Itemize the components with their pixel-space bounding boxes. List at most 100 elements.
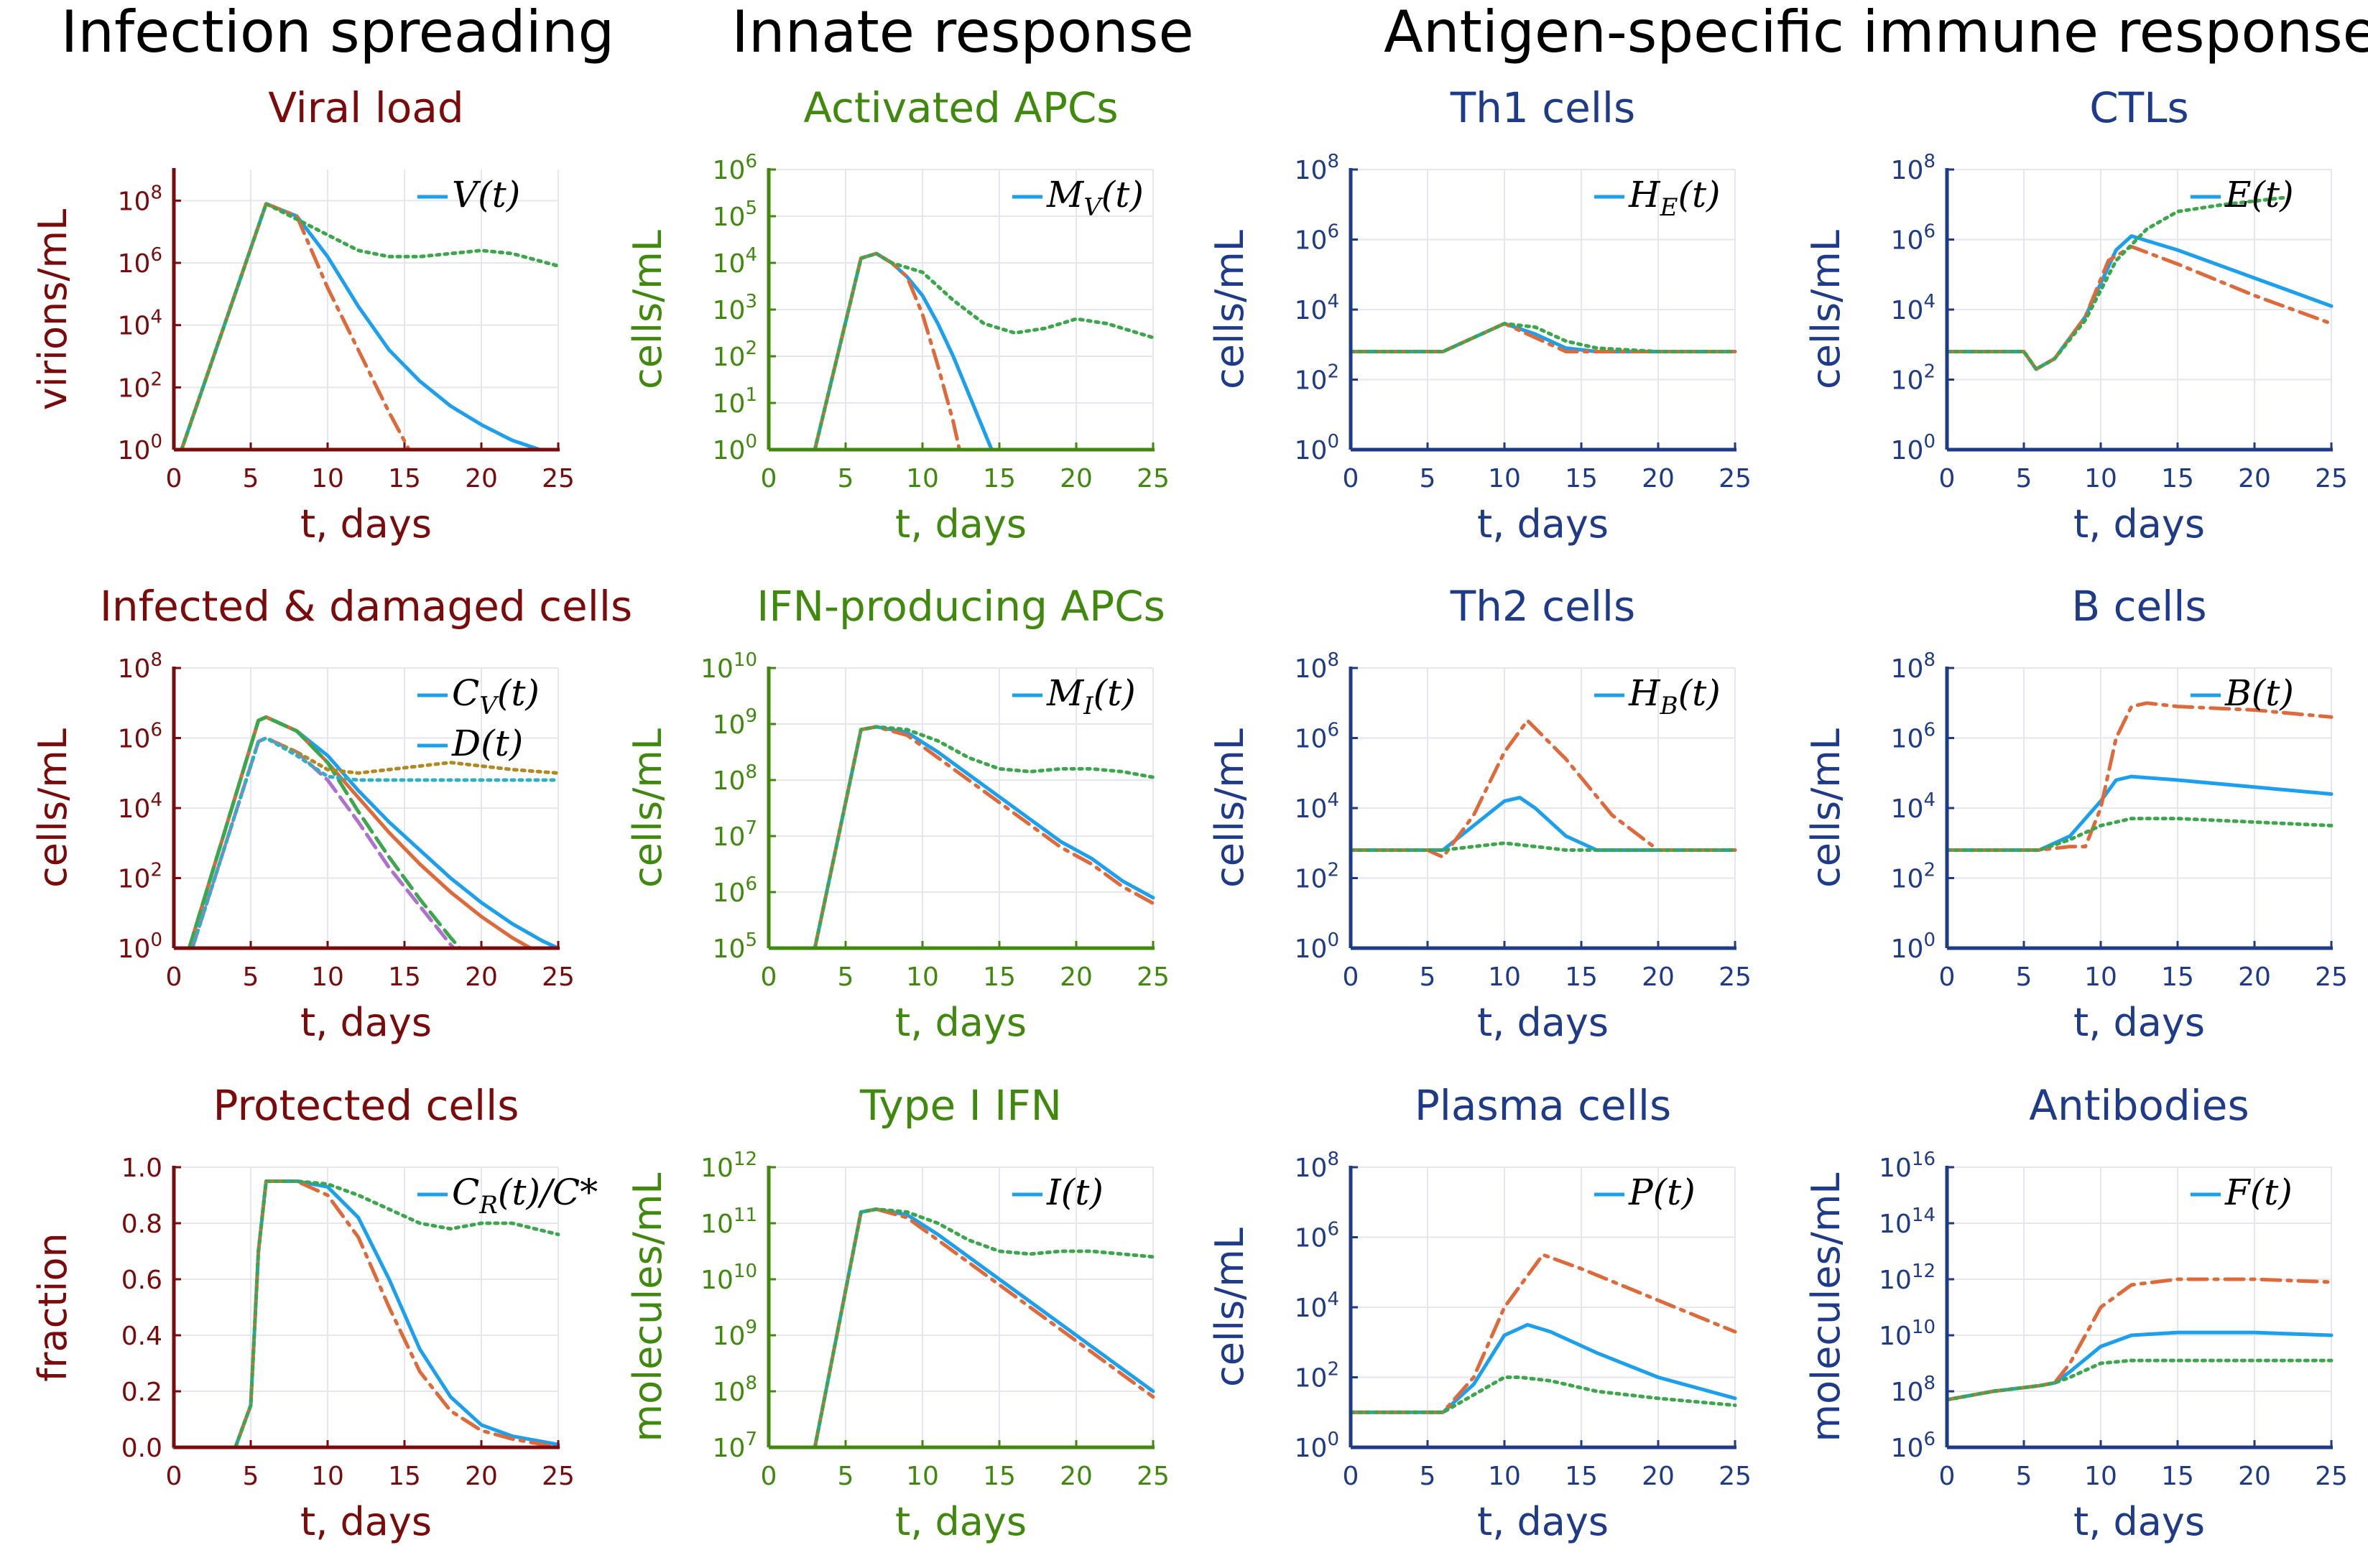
series-line [172, 1179, 560, 1449]
y-tick-label: 0.8 [121, 1210, 162, 1239]
y-axis-label: cells/mL [1803, 230, 1849, 389]
panel-5: 0 5 10 15 20 25 100 102 104 106 108 Infected & dama… [30, 582, 632, 1045]
legend-label: HB(t) [1628, 672, 1721, 720]
y-tick-label: 102 [1891, 361, 1935, 396]
panel-title: IFN-producing APCs [757, 582, 1165, 631]
y-tick-label: 106 [1891, 221, 1935, 256]
x-axis-label: t, days [2073, 1499, 2205, 1544]
legend-label: I(t) [1046, 1172, 1104, 1213]
y-tick-label: 103 [713, 291, 757, 325]
x-tick-label: 5 [243, 1462, 259, 1491]
panel-9: 0 5 10 15 20 25 0.0 0.2 0.4 0.6 0.8 1.0 Protected ce… [30, 1081, 598, 1544]
panel-title: CTLs [2089, 83, 2188, 132]
y-tick-label: 105 [713, 929, 757, 964]
x-axis-label: t, days [2073, 501, 2205, 547]
x-tick-label: 5 [243, 962, 259, 992]
panel-6: 0 5 10 15 20 25 105 106 107 108 109 1010IFN-produci… [625, 582, 1170, 1045]
legend-label: V(t) [452, 174, 520, 215]
y-tick-label: 108 [1891, 1373, 1935, 1407]
panel-title: Th2 cells [1450, 582, 1636, 631]
x-tick-label: 10 [906, 1462, 939, 1491]
y-tick-label: 106 [1295, 720, 1339, 754]
y-tick-label: 106 [1891, 720, 1935, 754]
x-tick-label: 20 [465, 962, 498, 992]
y-tick-label: 108 [1295, 649, 1339, 684]
x-axis-label: t, days [1477, 1000, 1609, 1045]
y-axis-label: cells/mL [1207, 1228, 1252, 1387]
y-tick-label: 108 [1891, 151, 1935, 185]
y-tick-label: 1010 [1879, 1317, 1935, 1351]
x-tick-label: 15 [2161, 464, 2194, 493]
x-tick-label: 0 [761, 1462, 777, 1491]
series-line [813, 251, 1155, 452]
y-tick-label: 105 [713, 198, 757, 232]
y-tick-label: 0.4 [121, 1322, 162, 1351]
x-tick-label: 5 [1420, 962, 1436, 992]
panel-title: Infected & damaged cells [100, 582, 632, 631]
y-tick-label: 102 [1295, 1359, 1339, 1393]
x-tick-label: 5 [2016, 464, 2032, 493]
series-line [187, 715, 462, 950]
y-tick-label: 1012 [1879, 1261, 1935, 1295]
y-tick-label: 0.6 [121, 1266, 162, 1295]
x-axis-label: t, days [1477, 501, 1609, 547]
series-line [1945, 195, 2288, 371]
y-tick-label: 109 [713, 1317, 757, 1351]
y-tick-label: 100 [118, 929, 162, 964]
x-tick-label: 0 [1343, 962, 1359, 992]
x-tick-label: 5 [838, 464, 854, 493]
x-tick-label: 15 [983, 464, 1016, 493]
x-tick-label: 15 [388, 962, 421, 992]
y-tick-label: 108 [1891, 649, 1935, 684]
y-tick-label: 101 [713, 384, 757, 419]
x-tick-label: 15 [983, 1462, 1016, 1491]
y-tick-label: 1.0 [121, 1154, 162, 1183]
y-axis-label: cells/mL [1207, 728, 1252, 888]
x-tick-label: 25 [1137, 962, 1170, 992]
x-tick-label: 15 [1565, 464, 1598, 493]
x-tick-label: 25 [542, 1462, 575, 1491]
x-tick-label: 25 [1719, 1462, 1752, 1491]
y-tick-label: 104 [713, 244, 757, 279]
y-tick-label: 106 [1891, 1429, 1935, 1463]
x-tick-label: 15 [388, 1462, 421, 1491]
x-axis-label: t, days [300, 501, 432, 547]
y-axis-label: virions/mL [30, 209, 75, 410]
y-tick-label: 1016 [1879, 1149, 1935, 1183]
x-tick-label: 5 [1420, 464, 1436, 493]
x-axis-label: t, days [895, 1000, 1027, 1045]
series-line [180, 202, 560, 452]
x-tick-label: 10 [2084, 1462, 2117, 1491]
y-tick-label: 100 [118, 431, 162, 465]
x-tick-label: 20 [465, 464, 498, 493]
y-axis-label: fraction [30, 1233, 75, 1381]
y-tick-label: 104 [118, 789, 162, 824]
series-line [1349, 322, 1737, 353]
y-axis-label: molecules/mL [1803, 1172, 1849, 1442]
y-axis-label: cells/mL [1207, 230, 1252, 389]
y-tick-label: 104 [1295, 291, 1339, 325]
x-tick-label: 5 [838, 962, 854, 992]
legend-label: MV(t) [1046, 174, 1144, 222]
x-tick-label: 0 [761, 962, 777, 992]
legend-label: B(t) [2224, 672, 2294, 714]
y-tick-label: 0.2 [121, 1378, 162, 1407]
x-tick-label: 10 [311, 1462, 344, 1491]
y-tick-label: 108 [713, 1373, 757, 1407]
x-tick-label: 25 [1719, 464, 1752, 493]
y-tick-label: 107 [713, 1429, 757, 1463]
y-tick-label: 100 [1295, 929, 1339, 964]
x-tick-label: 25 [1719, 962, 1752, 992]
series-line [1349, 322, 1737, 353]
x-tick-label: 25 [542, 962, 575, 992]
y-axis-label: cells/mL [30, 728, 75, 888]
section-title-innate: Innate response [731, 0, 1193, 65]
series-line [1349, 718, 1737, 859]
panel-title: Antibodies [2029, 1081, 2249, 1130]
section-title-infection: Infection spreading [61, 0, 615, 65]
panel-title: Type I IFN [859, 1081, 1062, 1130]
y-tick-label: 1014 [1879, 1205, 1935, 1239]
x-tick-label: 0 [166, 962, 182, 992]
y-tick-label: 100 [1295, 431, 1339, 465]
